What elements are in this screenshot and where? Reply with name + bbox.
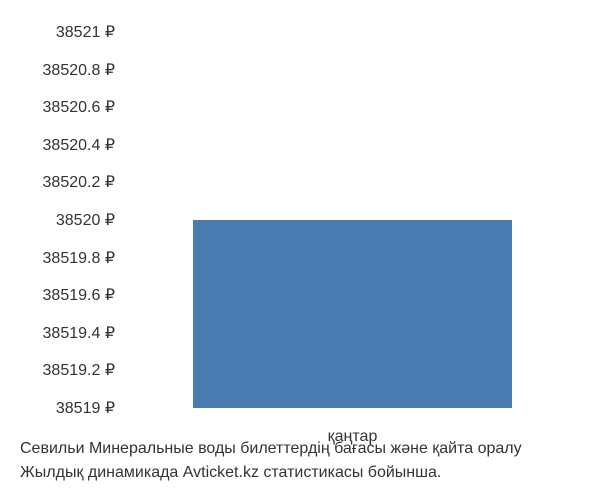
caption-line2: Жылдық динамикада Avticket.kz статистика… [20,461,580,485]
y-tick: 38521 ₽ [56,22,115,42]
caption-line1: Севильи Минеральные воды билеттердің бағ… [20,437,580,461]
y-tick: 38520.4 ₽ [43,135,115,155]
y-tick: 38520.2 ₽ [43,172,115,192]
chart-container: 38521 ₽ 38520.8 ₽ 38520.6 ₽ 38520.4 ₽ 38… [0,20,600,420]
y-tick: 38520 ₽ [56,210,115,230]
y-tick: 38519.4 ₽ [43,323,115,343]
y-tick: 38519.2 ₽ [43,360,115,380]
chart-caption: Севильи Минеральные воды билеттердің бағ… [20,437,580,485]
y-tick: 38520.6 ₽ [43,97,115,117]
plot-area: қаңтар [125,20,580,420]
y-tick: 38519.8 ₽ [43,248,115,268]
y-axis: 38521 ₽ 38520.8 ₽ 38520.6 ₽ 38520.4 ₽ 38… [0,20,120,420]
y-tick: 38520.8 ₽ [43,60,115,80]
y-tick: 38519 ₽ [56,398,115,418]
y-tick: 38519.6 ₽ [43,285,115,305]
bar-january [193,220,512,408]
